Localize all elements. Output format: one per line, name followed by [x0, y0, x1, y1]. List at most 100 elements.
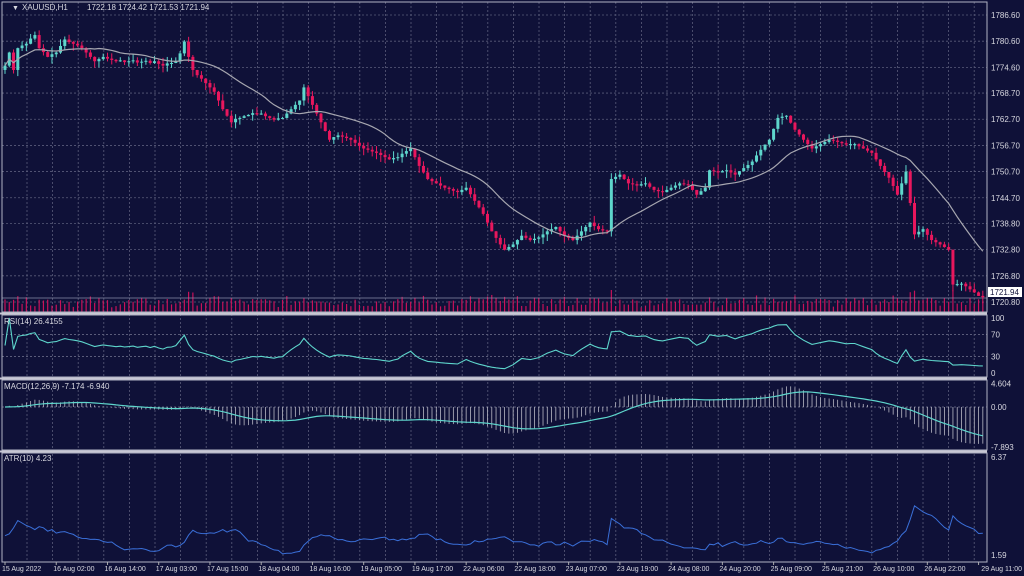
bear-candle[interactable]: [345, 136, 349, 138]
bear-candle[interactable]: [328, 131, 332, 140]
bull-candle[interactable]: [541, 234, 545, 238]
bear-candle[interactable]: [891, 177, 895, 186]
bull-candle[interactable]: [532, 238, 536, 241]
bear-candle[interactable]: [319, 113, 323, 123]
bull-candle[interactable]: [823, 141, 827, 145]
bear-candle[interactable]: [861, 146, 865, 149]
bear-candle[interactable]: [857, 144, 861, 147]
bear-candle[interactable]: [315, 104, 319, 114]
bull-candle[interactable]: [24, 43, 28, 46]
bear-candle[interactable]: [908, 171, 912, 203]
bear-candle[interactable]: [793, 122, 797, 130]
bull-candle[interactable]: [554, 226, 558, 230]
bull-candle[interactable]: [131, 60, 135, 62]
bear-candle[interactable]: [306, 87, 310, 97]
bull-candle[interactable]: [259, 113, 263, 115]
bull-candle[interactable]: [959, 283, 963, 285]
bear-candle[interactable]: [844, 143, 848, 145]
bear-candle[interactable]: [110, 58, 114, 60]
bull-candle[interactable]: [63, 39, 67, 46]
bull-candle[interactable]: [853, 144, 857, 146]
bull-candle[interactable]: [545, 231, 549, 235]
macd-panel[interactable]: [2, 386, 987, 444]
bull-candle[interactable]: [767, 139, 771, 145]
bull-candle[interactable]: [97, 59, 101, 62]
bear-candle[interactable]: [925, 229, 929, 235]
bull-candle[interactable]: [669, 187, 673, 190]
bull-candle[interactable]: [170, 62, 174, 64]
bull-candle[interactable]: [520, 235, 524, 241]
bear-candle[interactable]: [866, 148, 870, 151]
bear-candle[interactable]: [417, 157, 421, 166]
bull-candle[interactable]: [750, 161, 754, 166]
bear-candle[interactable]: [191, 56, 195, 70]
bull-candle[interactable]: [276, 118, 280, 120]
candles[interactable]: [3, 30, 985, 304]
bear-candle[interactable]: [217, 91, 220, 101]
bear-candle[interactable]: [434, 181, 438, 184]
bear-candle[interactable]: [913, 202, 917, 235]
bear-candle[interactable]: [208, 83, 212, 88]
bear-candle[interactable]: [468, 187, 472, 195]
bull-candle[interactable]: [20, 45, 24, 49]
bear-candle[interactable]: [430, 179, 434, 182]
bear-candle[interactable]: [878, 159, 882, 166]
bull-candle[interactable]: [673, 185, 677, 188]
bull-candle[interactable]: [746, 165, 750, 169]
bear-candle[interactable]: [648, 183, 652, 187]
bear-candle[interactable]: [387, 157, 391, 160]
bear-candle[interactable]: [255, 113, 259, 115]
bull-candle[interactable]: [579, 231, 583, 236]
bull-candle[interactable]: [708, 170, 712, 188]
bear-candle[interactable]: [71, 42, 75, 44]
bear-candle[interactable]: [88, 52, 92, 57]
bear-candle[interactable]: [797, 129, 801, 135]
bull-candle[interactable]: [242, 116, 246, 118]
bear-candle[interactable]: [716, 171, 720, 173]
bear-candle[interactable]: [157, 61, 161, 64]
bear-candle[interactable]: [810, 144, 814, 149]
bull-candle[interactable]: [33, 35, 37, 39]
bear-candle[interactable]: [148, 60, 152, 63]
bear-candle[interactable]: [686, 184, 690, 186]
bear-candle[interactable]: [114, 59, 118, 62]
bear-candle[interactable]: [887, 172, 891, 178]
bear-candle[interactable]: [76, 43, 80, 46]
bear-candle[interactable]: [592, 222, 596, 227]
bull-candle[interactable]: [742, 168, 746, 172]
bull-candle[interactable]: [3, 65, 7, 70]
bear-candle[interactable]: [439, 183, 443, 186]
bull-candle[interactable]: [118, 60, 122, 62]
bull-candle[interactable]: [238, 117, 242, 119]
bull-candle[interactable]: [618, 174, 622, 177]
bull-candle[interactable]: [101, 56, 105, 60]
bull-candle[interactable]: [59, 45, 63, 53]
bear-candle[interactable]: [895, 185, 899, 195]
bear-candle[interactable]: [558, 226, 562, 232]
bull-candle[interactable]: [955, 284, 959, 286]
bear-candle[interactable]: [362, 145, 366, 149]
bear-candle[interactable]: [199, 75, 203, 79]
bear-candle[interactable]: [268, 116, 272, 118]
bear-candle[interactable]: [836, 140, 840, 142]
bull-candle[interactable]: [703, 187, 707, 192]
bull-candle[interactable]: [784, 115, 788, 117]
bull-candle[interactable]: [678, 183, 682, 186]
bear-candle[interactable]: [524, 235, 528, 238]
bear-candle[interactable]: [451, 189, 455, 191]
bear-candle[interactable]: [473, 194, 477, 201]
bull-candle[interactable]: [178, 53, 182, 62]
bull-candle[interactable]: [776, 117, 780, 129]
bull-candle[interactable]: [285, 113, 289, 118]
bear-candle[interactable]: [682, 183, 686, 185]
bear-candle[interactable]: [12, 52, 16, 70]
bear-candle[interactable]: [562, 231, 566, 236]
bull-candle[interactable]: [144, 60, 148, 62]
bear-candle[interactable]: [212, 87, 216, 92]
bear-candle[interactable]: [656, 189, 660, 192]
bear-candle[interactable]: [635, 184, 639, 186]
bull-candle[interactable]: [464, 187, 468, 190]
bear-candle[interactable]: [135, 60, 139, 63]
bear-candle[interactable]: [481, 207, 485, 214]
bear-candle[interactable]: [874, 152, 878, 160]
